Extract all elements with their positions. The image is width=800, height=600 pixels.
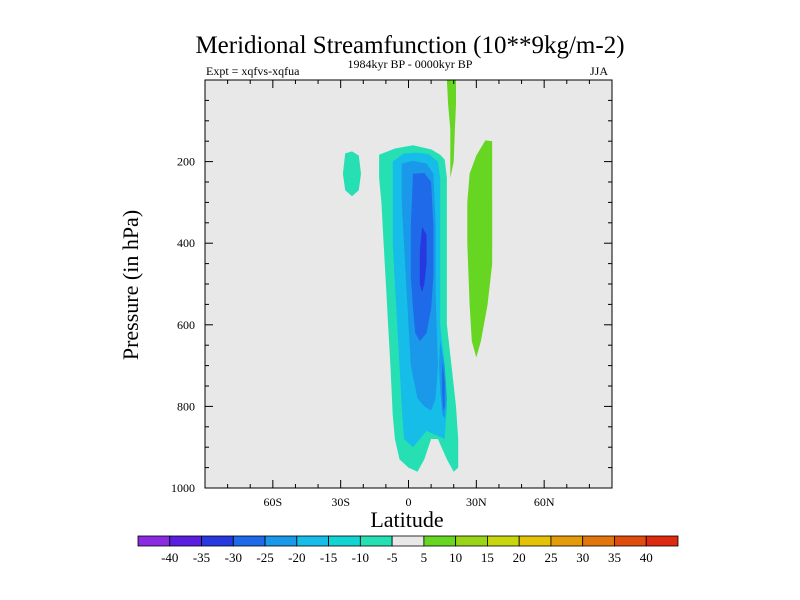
colorbar-swatch	[296, 535, 329, 547]
colorbar-label: 30	[576, 550, 589, 565]
period-label: 1984kyr BP - 0000kyr BP	[348, 57, 473, 71]
colorbar-swatch	[518, 535, 552, 547]
colorbar-swatch	[550, 535, 584, 547]
y-tick-label: 400	[177, 236, 195, 250]
colorbar-swatch	[455, 535, 488, 547]
contour-fills	[342, 80, 493, 472]
expt-label: Expt = xqfvs-xqfua	[206, 64, 300, 78]
colorbar-label: 20	[513, 550, 526, 565]
colorbar: -40 -35 -30 -25 -20 -15 -10 -5 5 10 15 20 25 30 35 40	[137, 535, 679, 565]
colorbar-swatch	[328, 535, 361, 547]
contour-region-9	[446, 80, 456, 178]
colorbar-label: -5	[387, 550, 398, 565]
colorbar-label: -15	[320, 550, 337, 565]
colorbar-label: 10	[449, 550, 462, 565]
colorbar-swatch	[582, 535, 615, 547]
colorbar-label: -35	[193, 550, 210, 565]
x-tick-label: 60N	[534, 495, 555, 509]
colorbar-swatch	[487, 535, 520, 547]
colorbar-label: -30	[225, 550, 242, 565]
contour-region-8	[467, 140, 493, 358]
colorbar-swatch	[232, 535, 266, 547]
season-label: JJA	[590, 64, 608, 78]
colorbar-label: 40	[640, 550, 653, 565]
y-tick-label: 1000	[171, 481, 195, 495]
colorbar-label: -10	[352, 550, 369, 565]
x-axis-ticks: 60S 30S 0 30N 60N	[227, 80, 590, 509]
colorbar-label: -25	[256, 550, 273, 565]
colorbar-swatch	[169, 535, 202, 547]
colorbar-swatch	[264, 535, 298, 547]
x-axis-label: Latitude	[370, 507, 443, 532]
colorbar-swatch	[391, 535, 425, 547]
y-tick-label: 800	[177, 399, 195, 413]
colorbar-swatch	[137, 535, 171, 547]
colorbar-label: 35	[608, 550, 621, 565]
colorbar-swatch	[423, 535, 457, 547]
chart-title: Meridional Streamfunction (10**9kg/m-2)	[195, 32, 624, 59]
contour-region-6	[442, 361, 445, 411]
y-tick-label: 600	[177, 318, 195, 332]
colorbar-swatch	[614, 535, 647, 547]
colorbar-label: -20	[288, 550, 305, 565]
colorbar-label: -40	[161, 550, 178, 565]
colorbar-swatch	[359, 535, 393, 547]
colorbar-swatch	[201, 535, 234, 547]
x-tick-label: 30S	[331, 495, 350, 509]
y-tick-label: 200	[177, 155, 195, 169]
x-tick-label: 60S	[263, 495, 282, 509]
contour-region-7	[342, 151, 361, 197]
y-axis-label: Pressure (in hPa)	[118, 210, 143, 360]
colorbar-swatch	[645, 535, 679, 547]
colorbar-label: 15	[481, 550, 494, 565]
colorbar-label: 25	[544, 550, 557, 565]
colorbar-label: 5	[421, 550, 428, 565]
y-axis-ticks: 200 400 600 800 1000	[171, 99, 612, 495]
contour-region-4	[419, 226, 427, 293]
x-tick-label: 0	[406, 495, 412, 509]
x-tick-label: 30N	[466, 495, 487, 509]
